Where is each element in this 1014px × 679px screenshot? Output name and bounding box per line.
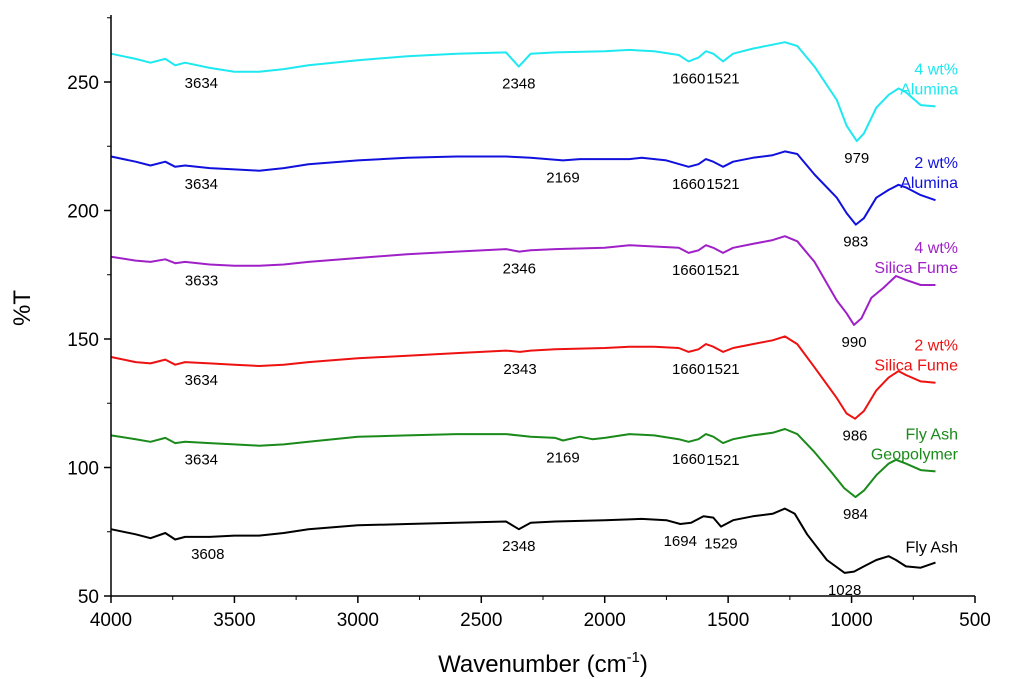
peak-label: 2346 <box>503 261 536 278</box>
y-tick-label: 50 <box>78 587 99 608</box>
series-legend-label: Silica Fume <box>874 260 958 277</box>
peak-label: 984 <box>843 506 868 523</box>
peak-label: 979 <box>844 150 869 167</box>
peak-label: 2169 <box>546 450 579 467</box>
peak-label: 1521 <box>706 176 739 193</box>
peak-label: 986 <box>843 428 868 445</box>
peak-label: 1521 <box>706 452 739 469</box>
series-line-1 <box>110 428 936 499</box>
series-legend-label: Silica Fume <box>874 358 958 375</box>
series-line-2 <box>110 335 936 420</box>
series-legend-label: Fly Ash <box>906 426 958 443</box>
peak-label: 3634 <box>185 372 218 389</box>
x-tick-label: 1500 <box>707 610 749 631</box>
peak-label: 1660 <box>672 176 705 193</box>
x-tick-label: 3000 <box>337 610 379 631</box>
series-legend-label: Fly Ash <box>906 540 958 557</box>
legend-layer: Fly Ash Fly Ash Geopolymer 2 wt% Silica Fume… <box>871 61 959 556</box>
peak-label: 1529 <box>704 536 737 553</box>
peak-label: 3608 <box>191 546 224 563</box>
series-line-0 <box>110 507 936 574</box>
peak-label: 3634 <box>185 75 218 92</box>
series-line-4 <box>110 150 936 226</box>
y-tick-label: 100 <box>67 459 99 480</box>
x-tick-label: 500 <box>959 610 991 631</box>
peak-label: 3633 <box>185 273 218 290</box>
series-layer <box>110 41 936 574</box>
x-tick-label: 2000 <box>584 610 626 631</box>
peak-label: 1660 <box>672 70 705 87</box>
peak-label: 1660 <box>672 361 705 378</box>
x-axis-title: Wavenumber (cm-1) <box>438 649 648 678</box>
y-tick-label: 200 <box>67 202 99 223</box>
peak-label: 990 <box>842 334 867 351</box>
series-legend-label: 2 wt% <box>914 338 958 355</box>
x-tick-label: 4000 <box>90 610 132 631</box>
peak-label: 3634 <box>185 452 218 469</box>
peak-label: 1660 <box>672 262 705 279</box>
tick-layer: 4000 3500 3000 2500 2000 1500 1000 500 50 100 150 2… <box>67 17 991 631</box>
y-tick-label: 150 <box>67 330 99 351</box>
peak-label: 2343 <box>503 361 536 378</box>
peak-label: 2348 <box>502 538 535 555</box>
x-tick-label: 1000 <box>830 610 872 631</box>
series-legend-label: 2 wt% <box>914 155 958 172</box>
series-line-5 <box>110 41 936 143</box>
peak-label: 1521 <box>706 262 739 279</box>
x-tick-label: 3500 <box>213 610 255 631</box>
series-legend-label: 4 wt% <box>914 61 958 78</box>
peak-label: 1694 <box>664 533 697 550</box>
peak-label: 3634 <box>185 176 218 193</box>
peak-label: 2169 <box>546 169 579 186</box>
peak-label: 1028 <box>828 582 861 599</box>
y-tick-label: 250 <box>67 73 99 94</box>
y-axis-title: %T <box>9 290 36 326</box>
peak-label: 983 <box>843 234 868 251</box>
series-legend-label: Alumina <box>900 175 958 192</box>
peak-label: 1660 <box>672 451 705 468</box>
series-legend-label: Geopolymer <box>871 446 959 463</box>
peak-label: 1521 <box>706 361 739 378</box>
x-axis-title-superscript: -1 <box>627 649 640 666</box>
series-line-3 <box>110 235 936 326</box>
series-legend-label: 4 wt% <box>914 240 958 257</box>
x-axis-title-end: ) <box>640 651 648 678</box>
x-tick-label: 2500 <box>460 610 502 631</box>
series-legend-label: Alumina <box>900 81 958 98</box>
x-axis-title-main: Wavenumber (cm <box>438 651 626 678</box>
peak-label: 2348 <box>502 76 535 93</box>
peak-label: 1521 <box>706 70 739 87</box>
